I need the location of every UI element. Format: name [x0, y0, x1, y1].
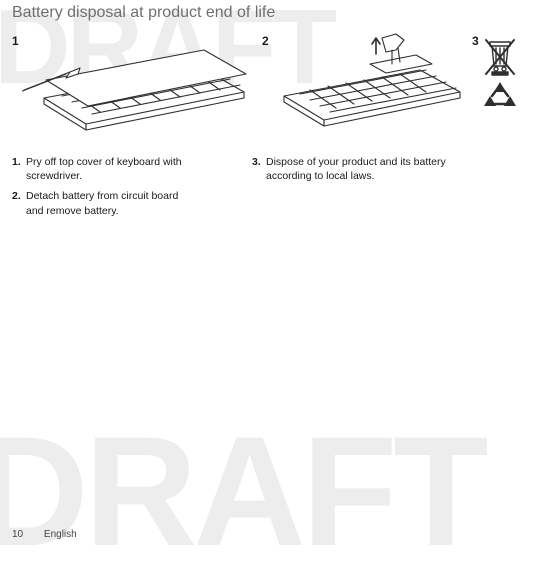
step-1-text: Pry off top cover of keyboard with screw… — [26, 155, 187, 183]
step-2-text: Detach battery from circuit board and re… — [26, 189, 187, 217]
keyboard-pry-illustration — [22, 30, 262, 145]
figure-1-number: 1 — [12, 34, 19, 48]
figure-2: 2 — [262, 30, 472, 140]
step-1: 1. Pry off top cover of keyboard with sc… — [12, 155, 187, 183]
dispose-icons — [480, 36, 520, 121]
figure-3: 3 — [472, 30, 522, 140]
step-3: 3. Dispose of your product and its batte… — [252, 155, 452, 183]
figure-3-number: 3 — [472, 34, 479, 48]
page-number: 10 — [12, 529, 23, 540]
figure-1: 1 — [12, 30, 262, 140]
step-3-text: Dispose of your product and its battery … — [266, 155, 452, 183]
step-3-number: 3. — [252, 155, 262, 183]
instruction-columns: 1. Pry off top cover of keyboard with sc… — [12, 155, 528, 224]
step-1-number: 1. — [12, 155, 22, 183]
step-2-number: 2. — [12, 189, 22, 217]
page-footer: 10 English — [12, 529, 77, 540]
figure-2-number: 2 — [262, 34, 269, 48]
step-2: 2. Detach battery from circuit board and… — [12, 189, 187, 217]
figure-row: 1 — [12, 30, 528, 140]
watermark-bottom: DRAFT — [0, 414, 485, 570]
instructions-right: 3. Dispose of your product and its batte… — [252, 155, 452, 224]
page-language: English — [44, 529, 77, 540]
keyboard-battery-illustration — [274, 30, 474, 145]
instructions-left: 1. Pry off top cover of keyboard with sc… — [12, 155, 187, 224]
page-title: Battery disposal at product end of life — [12, 4, 275, 22]
